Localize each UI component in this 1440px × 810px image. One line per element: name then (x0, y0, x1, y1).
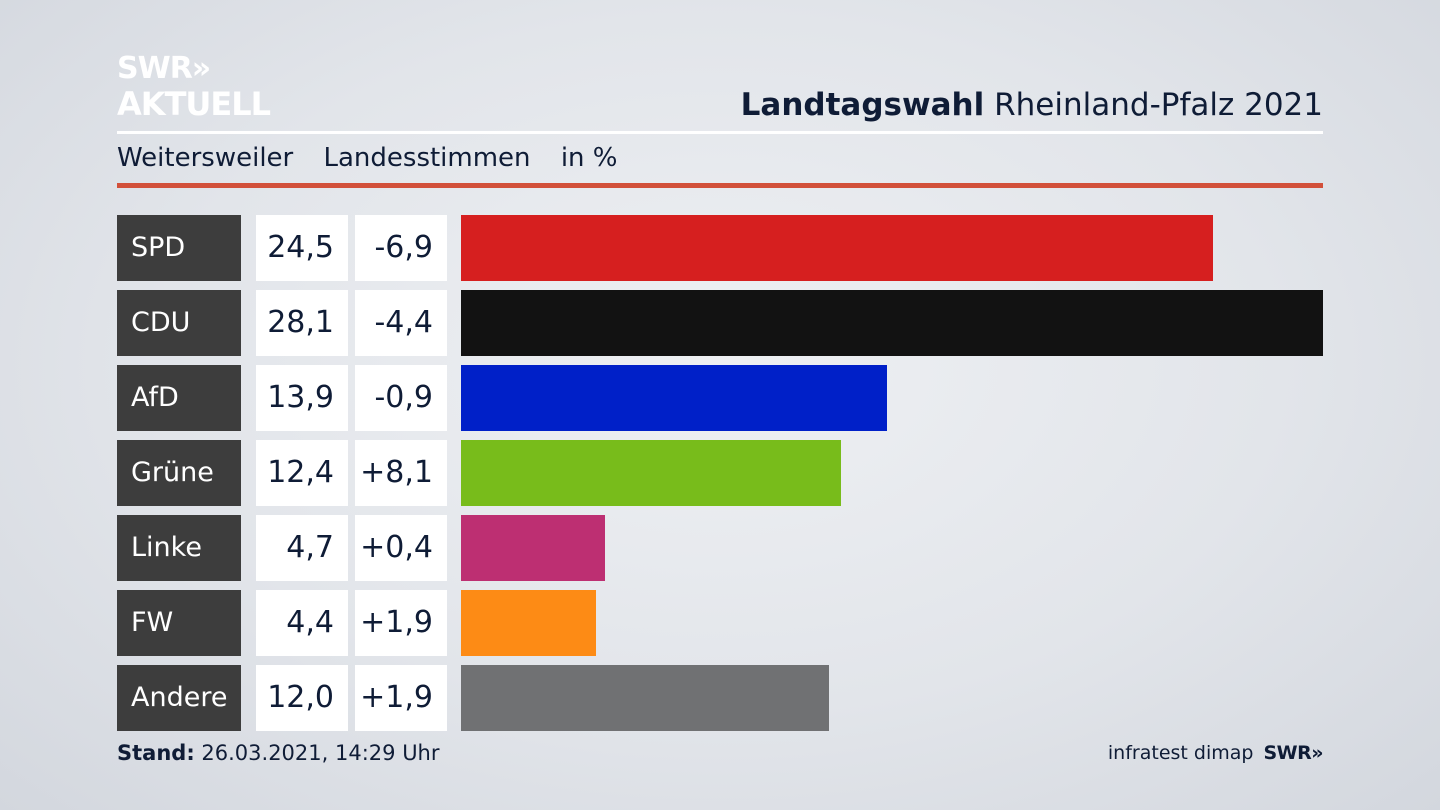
value-label: 28,1 (256, 290, 348, 356)
change-label: +1,9 (355, 590, 447, 656)
bar-row: SPD 24,5 -6,9 (117, 215, 1323, 281)
chart-subtitle: Weitersweiler Landesstimmen in % (117, 143, 639, 173)
bar-row: Andere 12,0 +1,9 (117, 665, 1323, 731)
party-label: AfD (117, 365, 241, 431)
stand-value: 26.03.2021, 14:29 Uhr (201, 741, 440, 765)
change-label: +0,4 (355, 515, 447, 581)
value-label: 4,7 (256, 515, 348, 581)
value-label: 4,4 (256, 590, 348, 656)
bar (461, 440, 842, 506)
value-label: 12,4 (256, 440, 348, 506)
subtitle-measure: Landesstimmen (323, 143, 531, 173)
party-label: FW (117, 590, 241, 656)
party-label: CDU (117, 290, 241, 356)
value-label: 24,5 (256, 215, 348, 281)
change-label: -6,9 (355, 215, 447, 281)
bar (461, 515, 606, 581)
swr-aktuell-logo: SWR» AKTUELL (117, 51, 271, 123)
value-label: 12,0 (256, 665, 348, 731)
subtitle-unit: in % (560, 143, 618, 173)
value-label: 13,9 (256, 365, 348, 431)
party-label: Grüne (117, 440, 241, 506)
swr-brand: SWR» (1263, 742, 1323, 764)
source-label: infratest dimap (1107, 742, 1254, 764)
bar (461, 290, 1323, 356)
change-label: -0,9 (355, 365, 447, 431)
source-credit: infratest dimap SWR» (1107, 742, 1324, 764)
subtitle-place: Weitersweiler (117, 143, 294, 173)
bar-row: Linke 4,7 +0,4 (117, 515, 1323, 581)
party-label: SPD (117, 215, 241, 281)
bar-row: FW 4,4 +1,9 (117, 590, 1323, 656)
change-label: +8,1 (355, 440, 447, 506)
logo-line-1: SWR» (117, 51, 211, 86)
header-divider (117, 131, 1323, 134)
bar (461, 665, 830, 731)
title-bold: Landtagswahl (740, 87, 985, 123)
change-label: +1,9 (355, 665, 447, 731)
change-label: -4,4 (355, 290, 447, 356)
page-title: Landtagswahl Rheinland-Pfalz 2021 (741, 87, 1323, 123)
bar-row: CDU 28,1 -4,4 (117, 290, 1323, 356)
bar-row: Grüne 12,4 +8,1 (117, 440, 1323, 506)
party-label: Linke (117, 515, 241, 581)
party-label: Andere (117, 665, 241, 731)
timestamp: Stand: 26.03.2021, 14:29 Uhr (117, 741, 440, 765)
logo-line-2: AKTUELL (117, 85, 271, 123)
bar (461, 365, 888, 431)
title-rest: Rheinland-Pfalz 2021 (994, 87, 1323, 123)
stand-label: Stand: (117, 741, 195, 765)
bar (461, 590, 596, 656)
subtitle-divider (117, 183, 1323, 188)
bar (461, 215, 1213, 281)
bar-row: AfD 13,9 -0,9 (117, 365, 1323, 431)
